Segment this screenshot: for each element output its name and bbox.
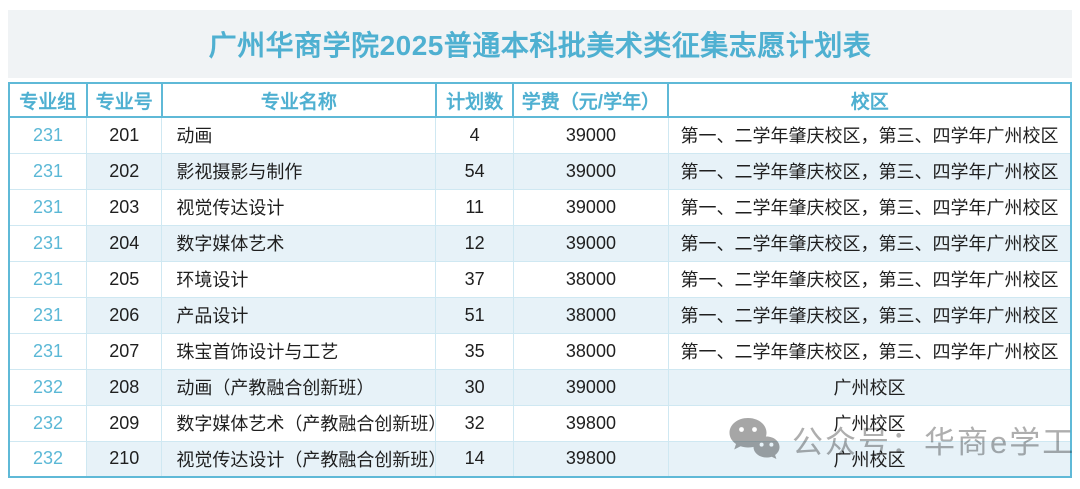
cell-major-no: 201 [86,116,163,154]
cell-major-group: 231 [8,260,88,298]
cell-plan-count: 51 [435,296,514,334]
cell-plan-count: 32 [435,404,514,442]
cell-tuition: 39800 [512,440,669,478]
cell-campus: 广州校区 [667,440,1072,478]
cell-major-group: 231 [8,296,88,334]
cell-tuition: 39000 [512,368,669,406]
col-header-major-no: 专业号 [85,82,163,118]
cell-major-group: 232 [8,368,88,406]
table-row: 231 206 产品设计 51 38000 第一、二学年肇庆校区，第三、四学年广州校区 [8,296,1072,334]
cell-major-group: 232 [8,440,88,478]
cell-major-no: 205 [86,260,163,298]
cell-major-no: 208 [86,368,163,406]
cell-tuition: 39000 [512,152,669,190]
table-row: 231 203 视觉传达设计 11 39000 第一、二学年肇庆校区，第三、四学年广州校区 [8,188,1072,226]
col-header-major-name: 专业名称 [160,82,437,118]
cell-major-no: 206 [86,296,163,334]
cell-major-name: 影视摄影与制作 [161,152,437,190]
cell-tuition: 39800 [512,404,669,442]
page-title: 广州华商学院2025普通本科批美术类征集志愿计划表 [208,30,872,61]
col-header-campus: 校区 [667,82,1072,118]
cell-major-no: 207 [86,332,163,370]
cell-plan-count: 14 [435,440,514,478]
table-row: 231 202 影视摄影与制作 54 39000 第一、二学年肇庆校区，第三、四学年广州校… [8,152,1072,190]
cell-major-name: 视觉传达设计（产教融合创新班） [161,440,437,478]
cell-campus: 第一、二学年肇庆校区，第三、四学年广州校区 [667,224,1072,262]
cell-major-group: 232 [8,404,88,442]
cell-major-no: 203 [86,188,163,226]
cell-plan-count: 30 [435,368,514,406]
cell-major-name: 珠宝首饰设计与工艺 [161,332,437,370]
cell-plan-count: 12 [435,224,514,262]
cell-major-no: 202 [86,152,163,190]
cell-tuition: 39000 [512,188,669,226]
cell-campus: 第一、二学年肇庆校区，第三、四学年广州校区 [667,116,1072,154]
cell-campus: 广州校区 [667,368,1072,406]
cell-major-group: 231 [8,332,88,370]
cell-major-no: 210 [86,440,163,478]
cell-major-group: 231 [8,224,88,262]
table-body: 231 201 动画 4 39000 第一、二学年肇庆校区，第三、四学年广州校区 231 20… [8,116,1072,478]
cell-plan-count: 35 [435,332,514,370]
cell-major-name: 视觉传达设计 [161,188,437,226]
col-header-major-group: 专业组 [8,82,88,118]
cell-major-name: 数字媒体艺术 [161,224,437,262]
cell-campus: 第一、二学年肇庆校区，第三、四学年广州校区 [667,188,1072,226]
table-row: 231 205 环境设计 37 38000 第一、二学年肇庆校区，第三、四学年广州校区 [8,260,1072,298]
cell-major-name: 环境设计 [161,260,437,298]
cell-campus: 第一、二学年肇庆校区，第三、四学年广州校区 [667,332,1072,370]
table-row: 232 210 视觉传达设计（产教融合创新班） 14 39800 广州校区 [8,440,1072,478]
cell-plan-count: 11 [435,188,514,226]
title-band: 广州华商学院2025普通本科批美术类征集志愿计划表 [8,10,1072,78]
table-row: 231 204 数字媒体艺术 12 39000 第一、二学年肇庆校区，第三、四学年广州校区 [8,224,1072,262]
col-header-plan-count: 计划数 [434,82,515,118]
table-row: 232 209 数字媒体艺术（产教融合创新班） 32 39800 广州校区 [8,404,1072,442]
col-header-tuition: 学费（元/学年） [512,82,670,118]
cell-campus: 广州校区 [667,404,1072,442]
cell-major-no: 204 [86,224,163,262]
table-panel: 广州华商学院2025普通本科批美术类征集志愿计划表 专业组 专业号 专业名称 计… [8,10,1072,478]
cell-major-no: 209 [86,404,163,442]
cell-tuition: 38000 [512,332,669,370]
cell-tuition: 38000 [512,260,669,298]
cell-plan-count: 37 [435,260,514,298]
table-row: 232 208 动画（产教融合创新班） 30 39000 广州校区 [8,368,1072,406]
cell-campus: 第一、二学年肇庆校区，第三、四学年广州校区 [667,152,1072,190]
cell-tuition: 39000 [512,116,669,154]
cell-campus: 第一、二学年肇庆校区，第三、四学年广州校区 [667,260,1072,298]
header-row: 专业组 专业号 专业名称 计划数 学费（元/学年） 校区 [8,82,1072,118]
cell-major-name: 动画（产教融合创新班） [161,368,437,406]
cell-campus: 第一、二学年肇庆校区，第三、四学年广州校区 [667,296,1072,334]
cell-major-name: 数字媒体艺术（产教融合创新班） [161,404,437,442]
cell-major-group: 231 [8,116,88,154]
cell-major-name: 动画 [161,116,437,154]
table-row: 231 201 动画 4 39000 第一、二学年肇庆校区，第三、四学年广州校区 [8,116,1072,154]
admission-plan-table: 专业组 专业号 专业名称 计划数 学费（元/学年） 校区 231 201 动画 4 39… [8,82,1072,478]
table-row: 231 207 珠宝首饰设计与工艺 35 38000 第一、二学年肇庆校区，第三、四学年广… [8,332,1072,370]
cell-tuition: 38000 [512,296,669,334]
cell-tuition: 39000 [512,224,669,262]
cell-major-name: 产品设计 [161,296,437,334]
cell-major-group: 231 [8,152,88,190]
cell-major-group: 231 [8,188,88,226]
cell-plan-count: 4 [435,116,514,154]
cell-plan-count: 54 [435,152,514,190]
